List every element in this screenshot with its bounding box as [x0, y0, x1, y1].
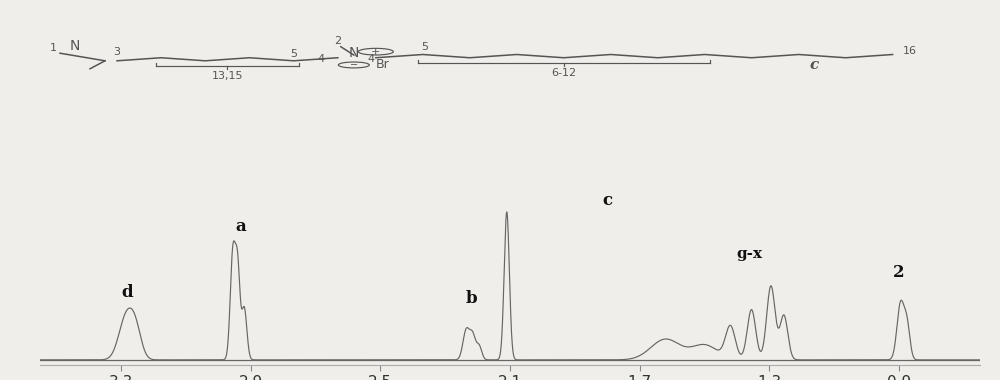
Text: 3: 3	[113, 47, 120, 57]
Text: N: N	[70, 40, 80, 53]
Text: 6-12: 6-12	[551, 68, 576, 78]
Text: c: c	[602, 192, 612, 209]
Text: N: N	[349, 46, 359, 60]
Text: 5: 5	[421, 42, 428, 52]
Text: −: −	[350, 60, 358, 70]
Text: 4: 4	[368, 54, 375, 64]
Text: 2: 2	[893, 264, 905, 281]
Text: 13,15: 13,15	[212, 71, 243, 81]
Text: 4: 4	[318, 54, 325, 64]
Text: c: c	[809, 58, 818, 72]
Text: d: d	[122, 284, 133, 301]
Text: Br: Br	[376, 59, 390, 71]
Text: b: b	[465, 290, 477, 307]
Text: 1: 1	[50, 43, 56, 53]
Text: g-x: g-x	[737, 247, 763, 261]
Text: 2: 2	[334, 36, 341, 46]
Text: 5: 5	[290, 49, 297, 59]
Text: +: +	[371, 47, 381, 57]
Text: a: a	[236, 218, 246, 235]
Text: 16: 16	[903, 46, 917, 56]
